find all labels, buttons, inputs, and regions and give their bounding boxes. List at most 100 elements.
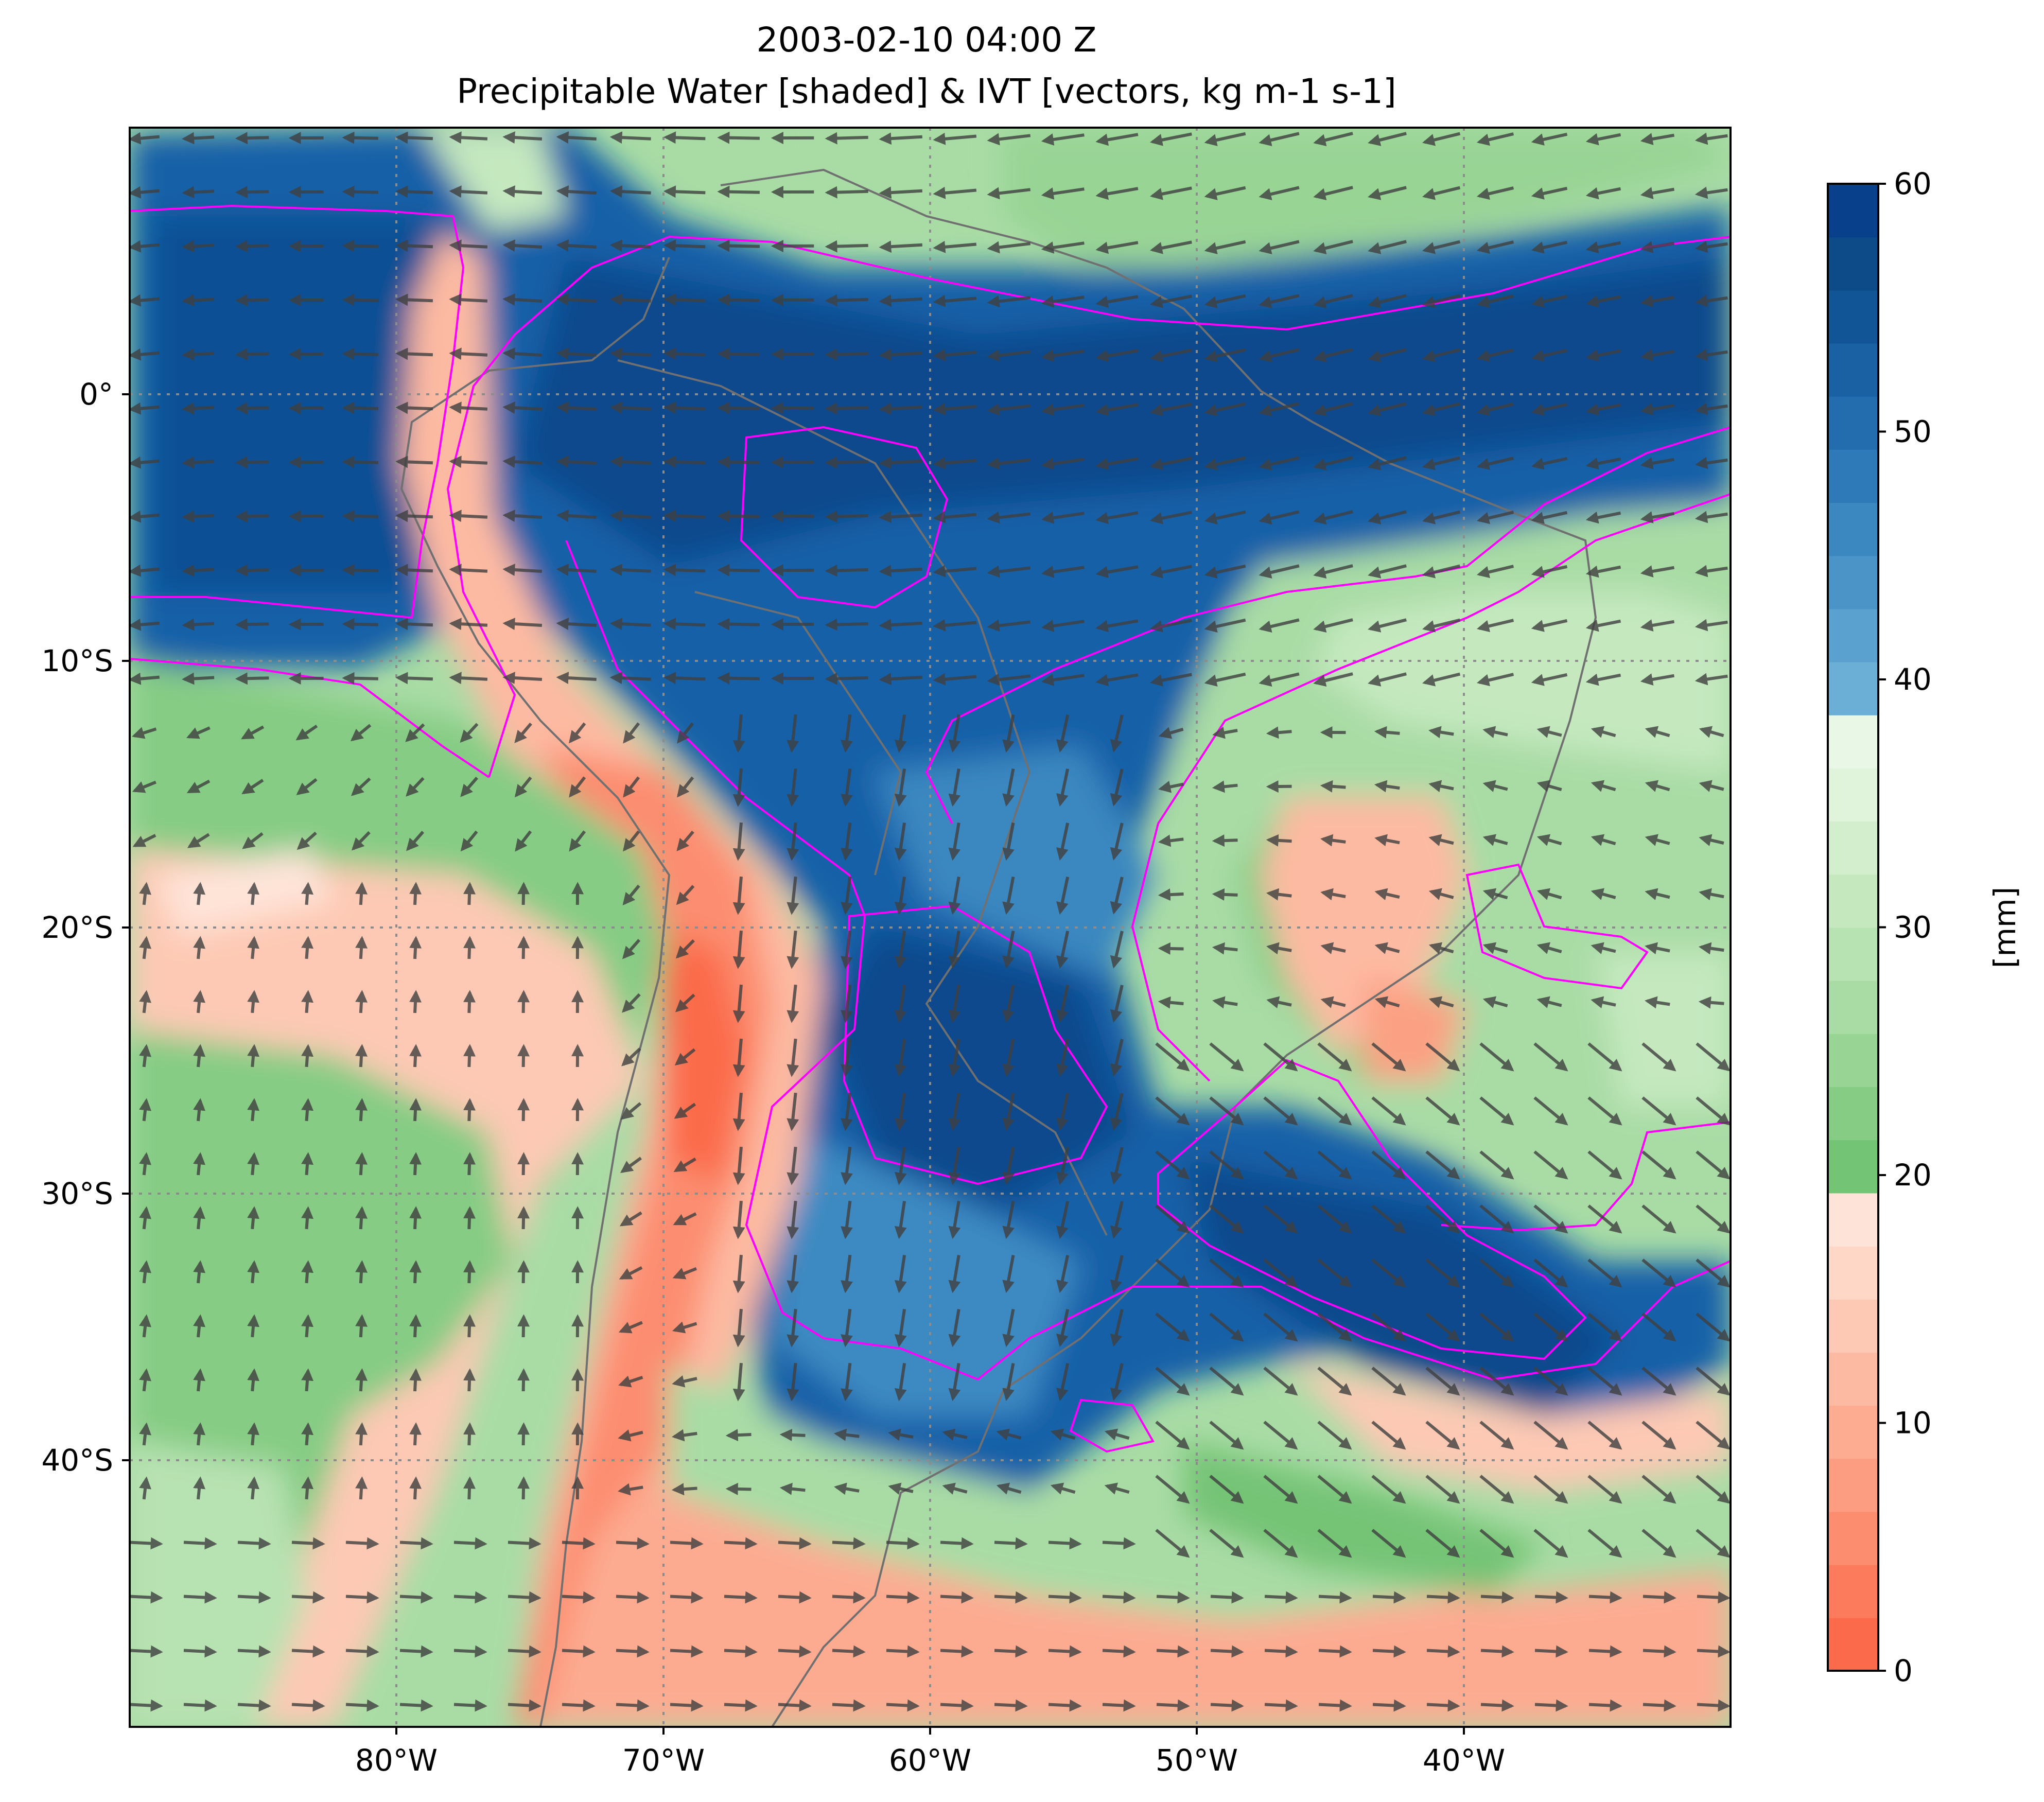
ivt-vector-arrow: [1317, 1367, 1352, 1396]
ivt-vector-arrow: [663, 401, 706, 414]
ivt-vector-arrow: [948, 1309, 961, 1348]
ivt-vector-arrow: [1587, 1096, 1622, 1126]
ivt-vector-arrow: [345, 1645, 379, 1658]
ivt-vector-arrow: [1368, 618, 1407, 633]
ivt-vector-arrow: [933, 457, 977, 469]
colorbar-segment: [1828, 449, 1878, 503]
ivt-vector-arrow: [622, 939, 641, 959]
ivt-vector-arrow: [301, 1098, 314, 1122]
ivt-vector-arrow: [1041, 133, 1085, 146]
ivt-vector-arrow: [449, 131, 488, 144]
ivt-vector-arrow: [663, 672, 706, 685]
ivt-vector-arrow: [1697, 1645, 1731, 1658]
ivt-vector-arrow: [1587, 1367, 1622, 1396]
ivt-vector-arrow: [1209, 1150, 1244, 1180]
ivt-vector-arrow: [1041, 349, 1085, 362]
ivt-vector-arrow: [291, 1699, 325, 1712]
ivt-vector-arrow: [879, 132, 922, 145]
ivt-vector-arrow: [1694, 511, 1728, 523]
ivt-vector-arrow: [139, 1044, 152, 1068]
ivt-vector-arrow: [1588, 1645, 1622, 1658]
ivt-vector-arrow: [1002, 1201, 1015, 1239]
ivt-vector-arrow: [1002, 1309, 1015, 1348]
ivt-vector-arrow: [1368, 564, 1407, 579]
ivt-vector-arrow: [1320, 996, 1346, 1008]
ivt-vector-arrow: [674, 1103, 696, 1119]
ivt-vector-arrow: [449, 618, 488, 631]
ivt-vector-arrow: [933, 619, 977, 632]
ivt-vector-arrow: [186, 779, 211, 794]
ivt-vector-arrow: [1259, 240, 1300, 254]
ivt-vector-arrow: [1428, 996, 1454, 1008]
ivt-vector-arrow: [1640, 673, 1675, 686]
ivt-vector-arrow: [409, 1152, 422, 1176]
ivt-vector-arrow: [182, 132, 215, 145]
ivt-vector-arrow: [132, 834, 156, 847]
ivt-vector-arrow: [841, 876, 853, 915]
y-tick-label: 30°S: [41, 1176, 113, 1211]
ivt-vector-arrow: [1640, 565, 1675, 578]
ivt-vector-arrow: [517, 882, 530, 905]
ivt-vector-arrow: [787, 1362, 799, 1402]
ivt-vector-arrow: [1212, 996, 1238, 1009]
ivt-vector-arrow: [247, 990, 260, 1013]
colorbar-segment: [1828, 980, 1878, 1034]
ivt-vector-arrow: [1149, 294, 1192, 308]
ivt-vector-arrow: [1317, 1421, 1352, 1450]
ivt-vector-arrow: [1479, 1529, 1514, 1558]
ivt-vector-arrow: [1422, 510, 1461, 524]
ivt-vector-arrow: [1640, 241, 1675, 253]
ivt-vector-arrow: [1041, 187, 1085, 200]
ivt-vector-arrow: [1591, 942, 1616, 954]
ivt-vector-arrow: [948, 1039, 961, 1077]
ivt-vector-arrow: [301, 882, 314, 905]
ivt-vector-arrow: [1259, 456, 1300, 470]
ivt-vector-arrow: [1480, 1699, 1514, 1712]
ivt-vector-arrow: [1095, 295, 1139, 308]
y-axis-ticks: 0° 10°S 20°S 30°S 40°S: [41, 377, 130, 1478]
ivt-vector-arrow: [502, 185, 543, 198]
ivt-vector-arrow: [517, 1476, 530, 1500]
ivt-vector-arrow: [1002, 1147, 1015, 1185]
ivt-vector-arrow: [449, 672, 488, 685]
ivt-vector-arrow: [460, 830, 478, 852]
ivt-vector-arrow: [1313, 510, 1353, 524]
ivt-vector-arrow: [1209, 1421, 1244, 1450]
ivt-vector-arrow: [1425, 1367, 1460, 1396]
ivt-vector-arrow: [1263, 1475, 1298, 1504]
ivt-vector-arrow: [1374, 834, 1400, 847]
ivt-vector-arrow: [724, 1645, 758, 1658]
ivt-vector-arrow: [1479, 1421, 1514, 1450]
ivt-vector-arrow: [1426, 1645, 1460, 1658]
ivt-vector-arrow: [1266, 888, 1292, 901]
ivt-vector-arrow: [193, 1206, 206, 1230]
ivt-vector-arrow: [1531, 240, 1568, 254]
ivt-vector-arrow: [1368, 132, 1407, 146]
ivt-vector-arrow: [1313, 618, 1353, 633]
ivt-vector-arrow: [1531, 132, 1568, 146]
ivt-vector-arrow: [247, 1368, 260, 1392]
ivt-vector-arrow: [1209, 1042, 1244, 1072]
ivt-vector-arrow: [1155, 1367, 1190, 1396]
ivt-vector-arrow: [825, 186, 868, 199]
ivt-vector-arrow: [1372, 1645, 1406, 1658]
ivt-vector-arrow: [948, 714, 961, 753]
ivt-vector-arrow: [1002, 1039, 1015, 1077]
ivt-vector-arrow: [130, 564, 160, 577]
ivt-vector-arrow: [1155, 1258, 1190, 1288]
y-tick-label: 0°: [79, 377, 113, 412]
ivt-vector-arrow: [247, 882, 260, 905]
ivt-vector-arrow: [139, 1260, 152, 1284]
ivt-vector-arrow: [618, 1483, 643, 1496]
ivt-vector-arrow: [355, 1044, 368, 1068]
ivt-vector-arrow: [675, 939, 695, 959]
ivt-vector-arrow: [1002, 823, 1015, 861]
ivt-vector-arrow: [139, 990, 152, 1013]
ivt-vector-arrow: [886, 1591, 920, 1604]
ivt-vector-arrow: [1110, 768, 1124, 807]
ivt-vector-arrow: [948, 823, 961, 861]
ivt-vector-arrow: [291, 1591, 325, 1604]
ivt-vector-arrow: [879, 511, 922, 523]
ivt-vector-arrow: [825, 132, 868, 145]
ivt-vector-arrow: [183, 1645, 217, 1658]
